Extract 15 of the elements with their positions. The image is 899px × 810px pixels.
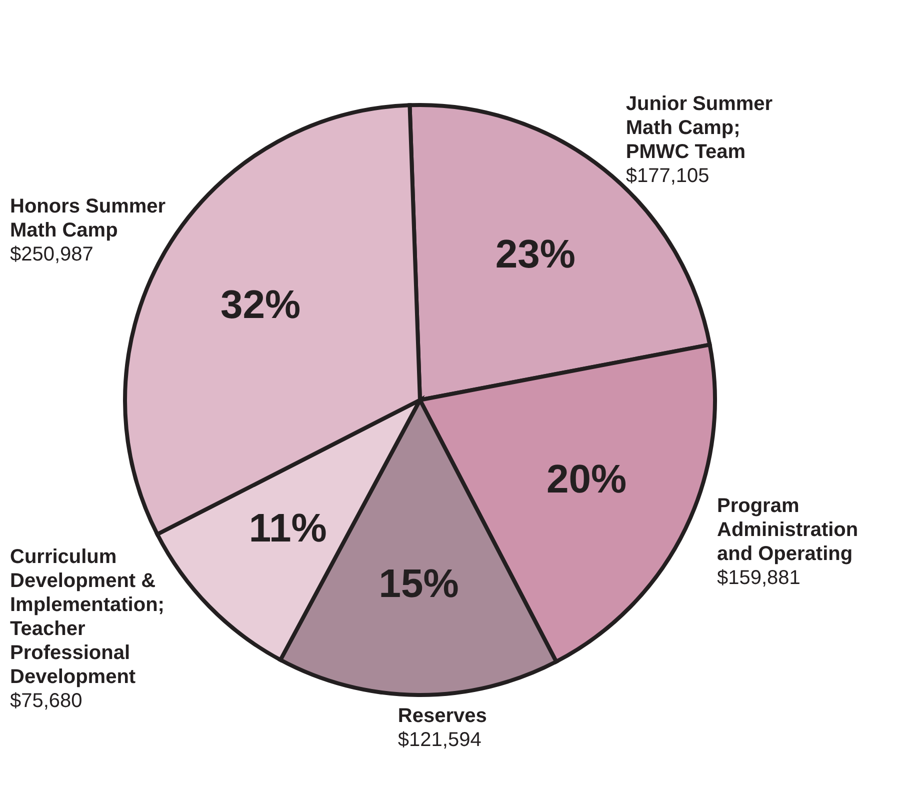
text: 15% (378, 562, 459, 606)
data-label: $75,680 (10, 690, 82, 712)
text: 32% (220, 283, 301, 328)
data-label: $177,105 (626, 165, 710, 188)
slice-label: Curriculum Development & Implementation; Teacher Professional Development (10, 546, 164, 688)
data-label: $121,594 (398, 728, 482, 751)
text: 11% (248, 506, 327, 550)
slice-label: Reserves (398, 704, 487, 727)
slice-label: Program Administration and Operating (716, 494, 858, 565)
data-label: $250,987 (10, 244, 94, 266)
text: 23% (495, 232, 576, 276)
slice-label: Honors Summer Math Camp (10, 196, 166, 242)
slice-label: Junior Summer Math Camp; PMWC Team (626, 93, 773, 164)
data-label: $159,881 (716, 566, 800, 589)
text: 20% (546, 458, 627, 502)
